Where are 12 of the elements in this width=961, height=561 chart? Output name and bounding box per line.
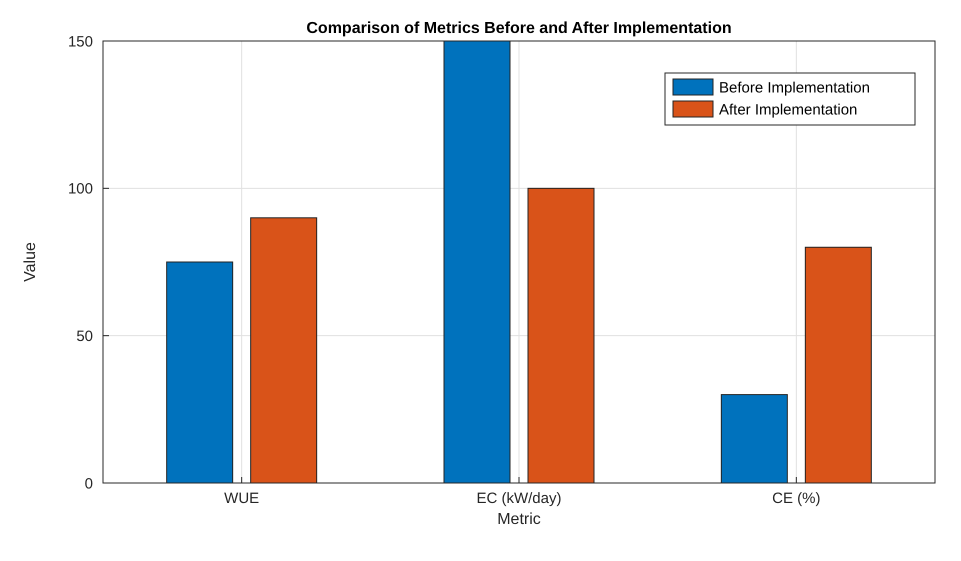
x-axis-title: Metric <box>497 511 541 528</box>
legend-label: Before Implementation <box>719 79 870 96</box>
x-tick-label: WUE <box>224 490 260 507</box>
y-axis-title: Value <box>22 242 39 282</box>
y-tick-label: 150 <box>68 33 93 50</box>
x-tick-label: EC (kW/day) <box>476 490 562 507</box>
y-tick-label: 100 <box>68 180 93 198</box>
y-tick-label: 50 <box>76 328 93 345</box>
y-tick-label: 0 <box>84 475 93 492</box>
chart-title: Comparison of Metrics Before and After Implementation <box>306 20 732 37</box>
x-tick-label: CE (%) <box>772 490 821 507</box>
legend-label: After Implementation <box>719 101 858 118</box>
